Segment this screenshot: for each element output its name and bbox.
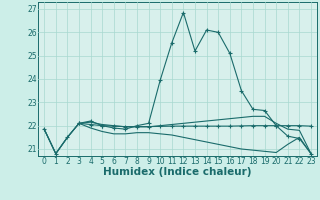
X-axis label: Humidex (Indice chaleur): Humidex (Indice chaleur) — [103, 167, 252, 177]
